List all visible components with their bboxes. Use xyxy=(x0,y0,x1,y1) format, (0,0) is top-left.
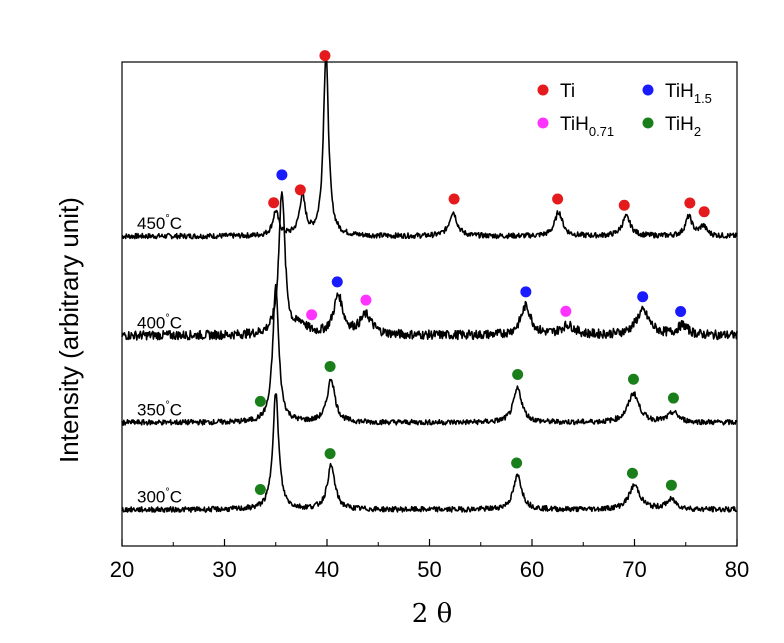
x-axis-ticks: 20 30 40 50 60 70 80 xyxy=(110,539,749,582)
marker-TiH2-350 xyxy=(667,392,679,404)
x-tick-label: 50 xyxy=(417,557,441,582)
x-tick-label: 30 xyxy=(212,557,236,582)
marker-TiH1_5-400 xyxy=(331,276,343,288)
legend-marker-TiH2 xyxy=(642,117,654,129)
marker-TiH1_5-400 xyxy=(276,169,288,181)
marker-TiH2-350 xyxy=(324,360,336,372)
marker-Ti-450 xyxy=(684,197,696,209)
marker-TiH1_5-400 xyxy=(637,291,649,303)
y-axis-title: Intensity (arbitrary unit) xyxy=(54,197,84,463)
legend-label-TiH2: TiH2 xyxy=(665,114,701,139)
legend-label-TiH0_71: TiH0.71 xyxy=(560,114,614,139)
series-label-400: 400°C xyxy=(137,312,182,332)
legend-marker-TiH1_5 xyxy=(642,84,654,96)
x-tick-label: 40 xyxy=(315,557,339,582)
x-tick-label: 20 xyxy=(110,557,134,582)
marker-TiH2-300 xyxy=(511,457,523,469)
marker-TiH0_71-400 xyxy=(306,309,318,321)
marker-TiH2-350 xyxy=(627,373,639,385)
marker-TiH1_5-400 xyxy=(675,306,687,318)
legend: Ti TiH1.5 TiH0.71 TiH2 xyxy=(537,81,712,139)
marker-TiH0_71-400 xyxy=(560,305,572,317)
marker-Ti-450 xyxy=(319,50,331,62)
xrd-pattern-400 xyxy=(121,191,738,341)
series-label-300: 300°C xyxy=(137,487,182,507)
marker-TiH2-350 xyxy=(254,395,266,407)
marker-TiH2-300 xyxy=(665,479,677,491)
x-tick-label: 70 xyxy=(622,557,646,582)
marker-Ti-450 xyxy=(448,193,460,205)
marker-layer xyxy=(254,50,710,495)
series-label-350: 350°C xyxy=(137,400,182,420)
legend-label-TiH1_5: TiH1.5 xyxy=(665,81,712,106)
xrd-pattern-450 xyxy=(121,51,738,240)
marker-TiH1_5-400 xyxy=(520,286,532,298)
marker-Ti-450 xyxy=(552,193,564,205)
x-tick-label: 60 xyxy=(520,557,544,582)
series-label-450: 450°C xyxy=(137,213,182,233)
marker-TiH2-300 xyxy=(324,448,336,460)
x-axis-title: 2 θ xyxy=(412,599,452,629)
marker-Ti-450 xyxy=(618,199,630,211)
series-layer: 450°C 400°C 350°C 300°C xyxy=(121,51,738,513)
marker-Ti-450 xyxy=(698,206,710,218)
marker-Ti-450 xyxy=(268,197,280,209)
marker-TiH0_71-400 xyxy=(360,294,372,306)
legend-marker-TiH0_71 xyxy=(537,117,549,129)
marker-TiH2-300 xyxy=(626,467,638,479)
legend-marker-Ti xyxy=(537,84,549,96)
plot-frame xyxy=(121,61,738,547)
marker-Ti-450 xyxy=(294,184,306,196)
legend-label-Ti: Ti xyxy=(560,81,575,102)
marker-TiH2-350 xyxy=(512,369,524,381)
x-tick-label: 80 xyxy=(725,557,749,582)
marker-TiH2-300 xyxy=(254,483,266,495)
xrd-pattern-350 xyxy=(121,283,738,426)
xrd-pattern-300 xyxy=(121,393,738,513)
